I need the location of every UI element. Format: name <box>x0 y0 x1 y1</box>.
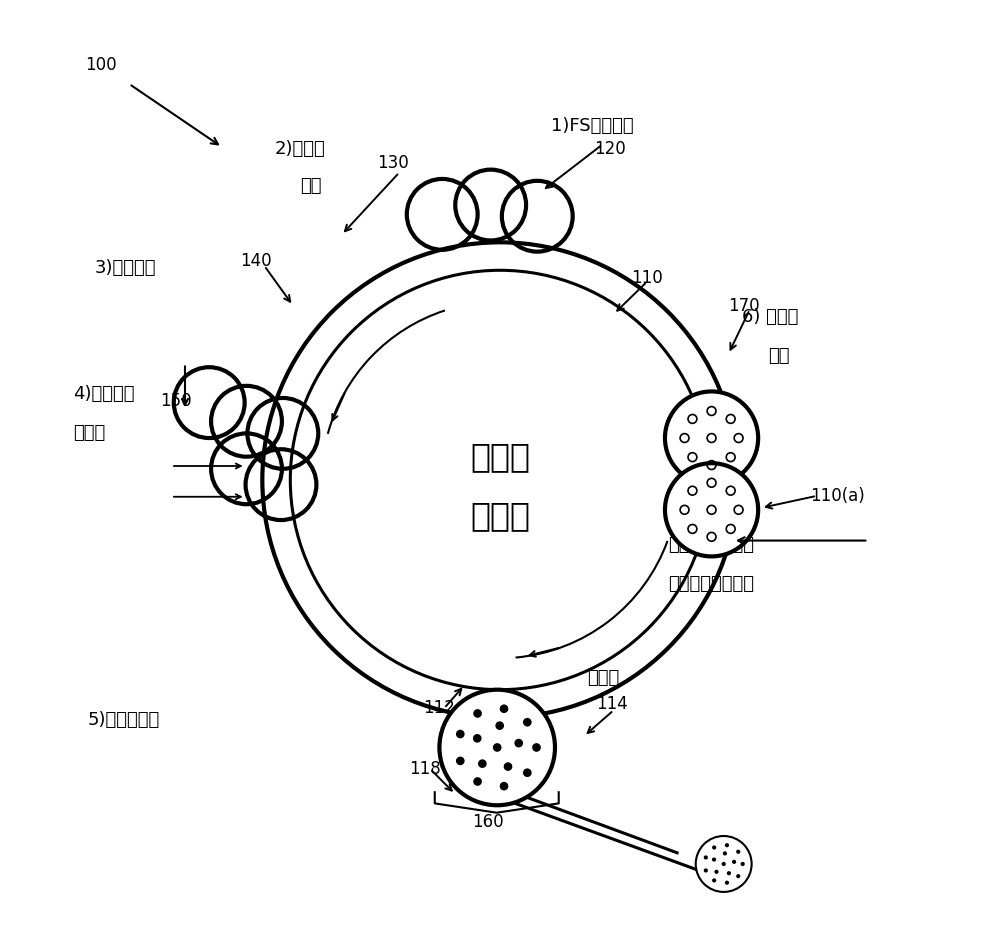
Circle shape <box>732 859 736 864</box>
Circle shape <box>696 836 752 892</box>
Circle shape <box>712 857 716 862</box>
Circle shape <box>456 730 465 738</box>
Circle shape <box>665 391 758 485</box>
Circle shape <box>704 856 708 859</box>
Text: 3)着墨单元: 3)着墨单元 <box>95 259 156 278</box>
Circle shape <box>665 463 758 556</box>
Circle shape <box>493 743 502 752</box>
Circle shape <box>725 881 729 884</box>
Text: 2)激光图: 2)激光图 <box>274 140 325 158</box>
Text: 系统: 系统 <box>768 347 790 365</box>
Circle shape <box>736 850 740 854</box>
Circle shape <box>741 862 745 866</box>
Circle shape <box>727 871 731 875</box>
Text: 6) 清洗辊: 6) 清洗辊 <box>742 308 799 326</box>
Circle shape <box>495 721 504 730</box>
Circle shape <box>736 874 740 878</box>
Text: 170: 170 <box>728 296 760 315</box>
Circle shape <box>712 878 716 883</box>
Circle shape <box>500 705 508 713</box>
Circle shape <box>478 760 487 768</box>
Circle shape <box>500 782 508 790</box>
Text: 130: 130 <box>377 154 409 172</box>
Text: 110(a): 110(a) <box>810 487 865 505</box>
Circle shape <box>722 862 726 866</box>
Text: 1)FS润湿系统: 1)FS润湿系统 <box>551 116 634 135</box>
Text: 有系统相互作用）: 有系统相互作用） <box>668 575 754 594</box>
Circle shape <box>523 768 532 777</box>
Text: 硅树脂表面（与所: 硅树脂表面（与所 <box>668 536 754 555</box>
Circle shape <box>723 851 727 856</box>
Text: 中心成: 中心成 <box>470 440 530 473</box>
Text: 制系统: 制系统 <box>73 424 105 443</box>
Text: 5)压印辊转印: 5)压印辊转印 <box>88 710 160 729</box>
Circle shape <box>532 743 541 752</box>
Text: 110: 110 <box>631 268 663 287</box>
Text: 140: 140 <box>240 252 272 270</box>
Circle shape <box>714 870 719 874</box>
Text: 100: 100 <box>85 56 117 75</box>
Circle shape <box>725 843 729 847</box>
Text: 4)流变学控: 4)流变学控 <box>73 385 135 404</box>
Text: 112: 112 <box>423 699 455 718</box>
Circle shape <box>456 757 465 765</box>
Text: 150: 150 <box>160 391 191 410</box>
Circle shape <box>523 718 532 727</box>
Circle shape <box>514 739 523 747</box>
Text: 案化: 案化 <box>301 177 322 196</box>
Circle shape <box>473 777 482 786</box>
Text: 160: 160 <box>472 813 504 831</box>
Circle shape <box>473 709 482 718</box>
Circle shape <box>473 734 482 743</box>
Circle shape <box>504 762 512 771</box>
Text: 纸路径: 纸路径 <box>587 669 619 688</box>
Circle shape <box>439 690 555 805</box>
Text: 像圆筒: 像圆筒 <box>470 499 530 532</box>
Circle shape <box>704 869 708 872</box>
Circle shape <box>712 845 716 850</box>
Text: 114: 114 <box>596 694 628 713</box>
Text: 120: 120 <box>594 140 626 158</box>
Text: 118: 118 <box>410 760 441 778</box>
